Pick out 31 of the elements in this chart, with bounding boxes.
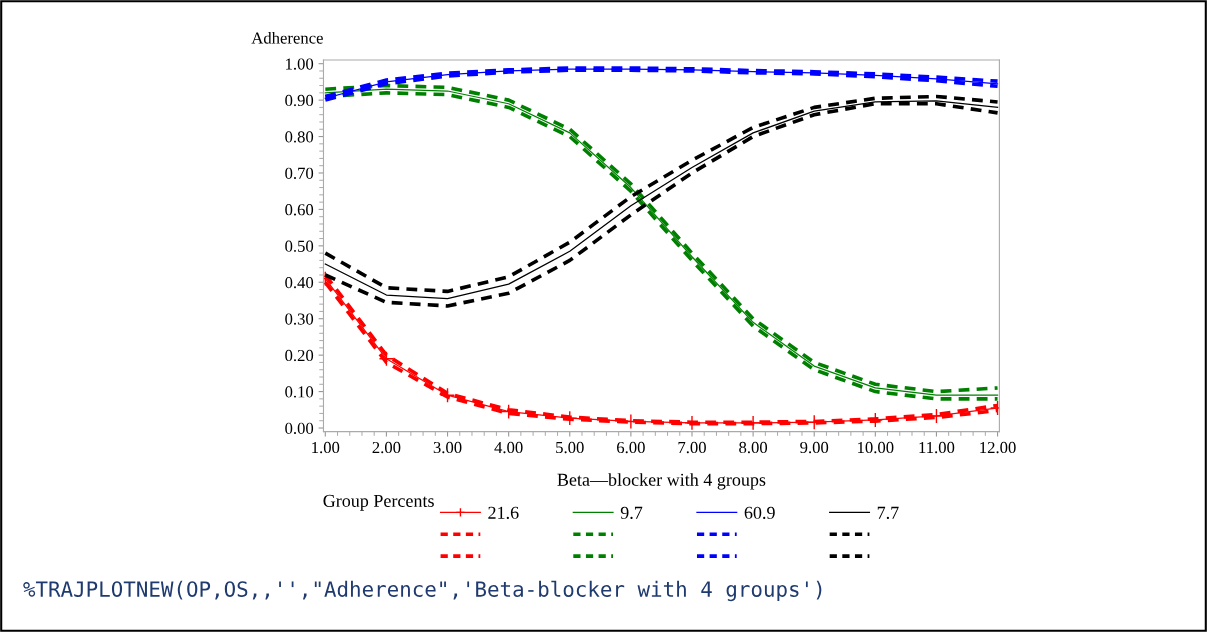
x-tick-label: 10.00 [858, 441, 894, 454]
y-axis-title: Adherence [251, 31, 323, 44]
x-tick-label: 2.00 [372, 441, 401, 454]
legend-label: 60.9 [744, 506, 775, 519]
x-tick-label: 3.00 [433, 441, 462, 454]
y-tick-label: 0.10 [285, 386, 314, 398]
y-tick-label: 0.20 [285, 349, 314, 362]
y-tick-label: 0.30 [285, 313, 314, 325]
y-tick-label: 0.90 [285, 94, 314, 107]
legend-title: Group Percents [323, 494, 434, 511]
x-tick-label: 12.00 [980, 441, 1016, 454]
x-tick-label: 6.00 [617, 441, 645, 454]
y-tick-label: 0.60 [285, 204, 314, 216]
legend-label: 9.7 [620, 506, 643, 519]
y-tick-label: 0.40 [285, 276, 314, 289]
legend-label: 21.6 [488, 506, 519, 519]
y-tick-label: 0.70 [285, 167, 314, 179]
y-tick-label: 0.50 [285, 240, 314, 252]
x-tick-label: 11.00 [919, 441, 955, 454]
text: %TRAJPLOTNEW(OP,OS,,'',"Adherence",'Beta-blocker with 4 groups') [23, 580, 822, 602]
x-tick-label: 5.00 [556, 441, 584, 454]
x-tick-label: 8.00 [739, 441, 768, 454]
x-axis-title: Beta—blocker with 4 groups [557, 473, 766, 490]
legend-label: 7.7 [877, 506, 899, 519]
y-tick-label: 1.00 [286, 58, 314, 70]
x-tick-label: 4.00 [494, 441, 523, 454]
x-tick-label: 9.00 [800, 441, 829, 454]
y-tick-label: 0.00 [285, 422, 314, 435]
x-tick-label: 7.00 [678, 441, 706, 454]
x-tick-label: 1.00 [312, 441, 340, 454]
y-tick-label: 0.80 [285, 131, 314, 143]
